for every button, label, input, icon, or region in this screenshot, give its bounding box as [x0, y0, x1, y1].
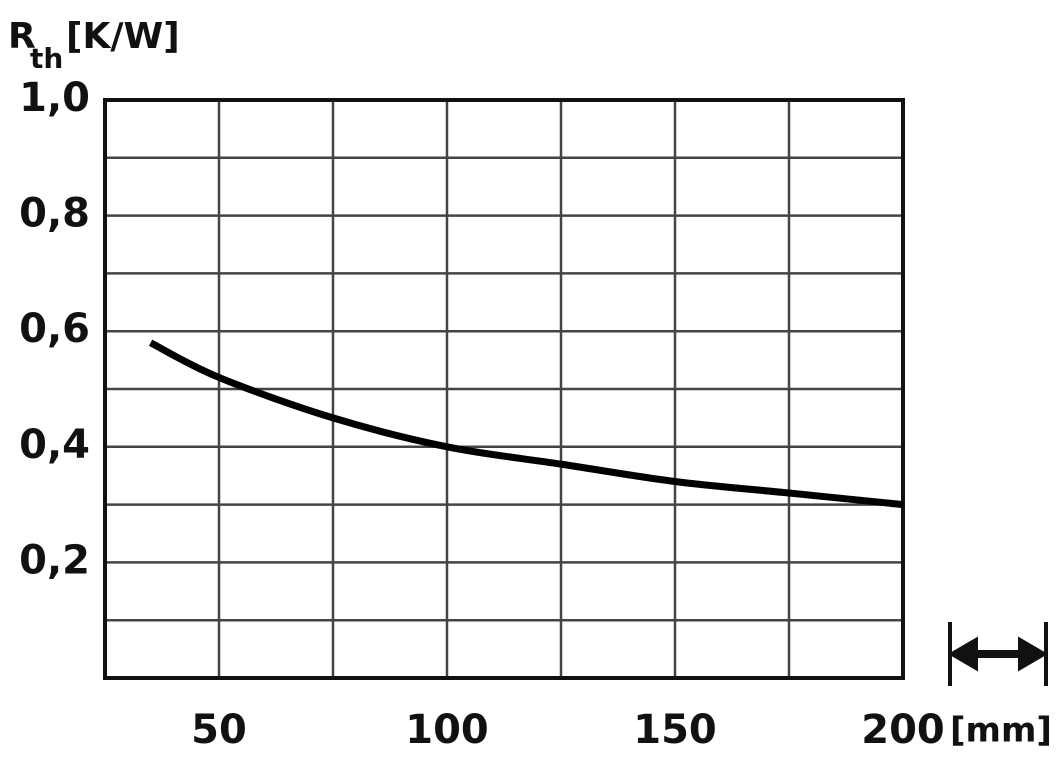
y-label-subscript: th	[30, 42, 63, 75]
x-label: [mm]	[950, 711, 1052, 751]
y-tick-label: 0,6	[19, 306, 90, 352]
x-tick-label: 50	[191, 707, 247, 753]
y-tick-label: 0,2	[19, 537, 90, 583]
y-tick-label: 0,8	[19, 191, 90, 237]
data-line	[148, 339, 904, 509]
plot-frame	[103, 98, 905, 680]
x-tick-label: 150	[633, 707, 717, 753]
y-label-unit: [K/W]	[66, 16, 180, 57]
x-tick-label: 200	[861, 707, 945, 753]
y-tick-label: 0,4	[19, 422, 90, 468]
x-tick-label: 100	[405, 707, 489, 753]
y-label-symbol: R	[8, 16, 36, 57]
y-tick-label: 1,0	[19, 75, 90, 121]
length-arrow-icon	[948, 622, 1048, 686]
